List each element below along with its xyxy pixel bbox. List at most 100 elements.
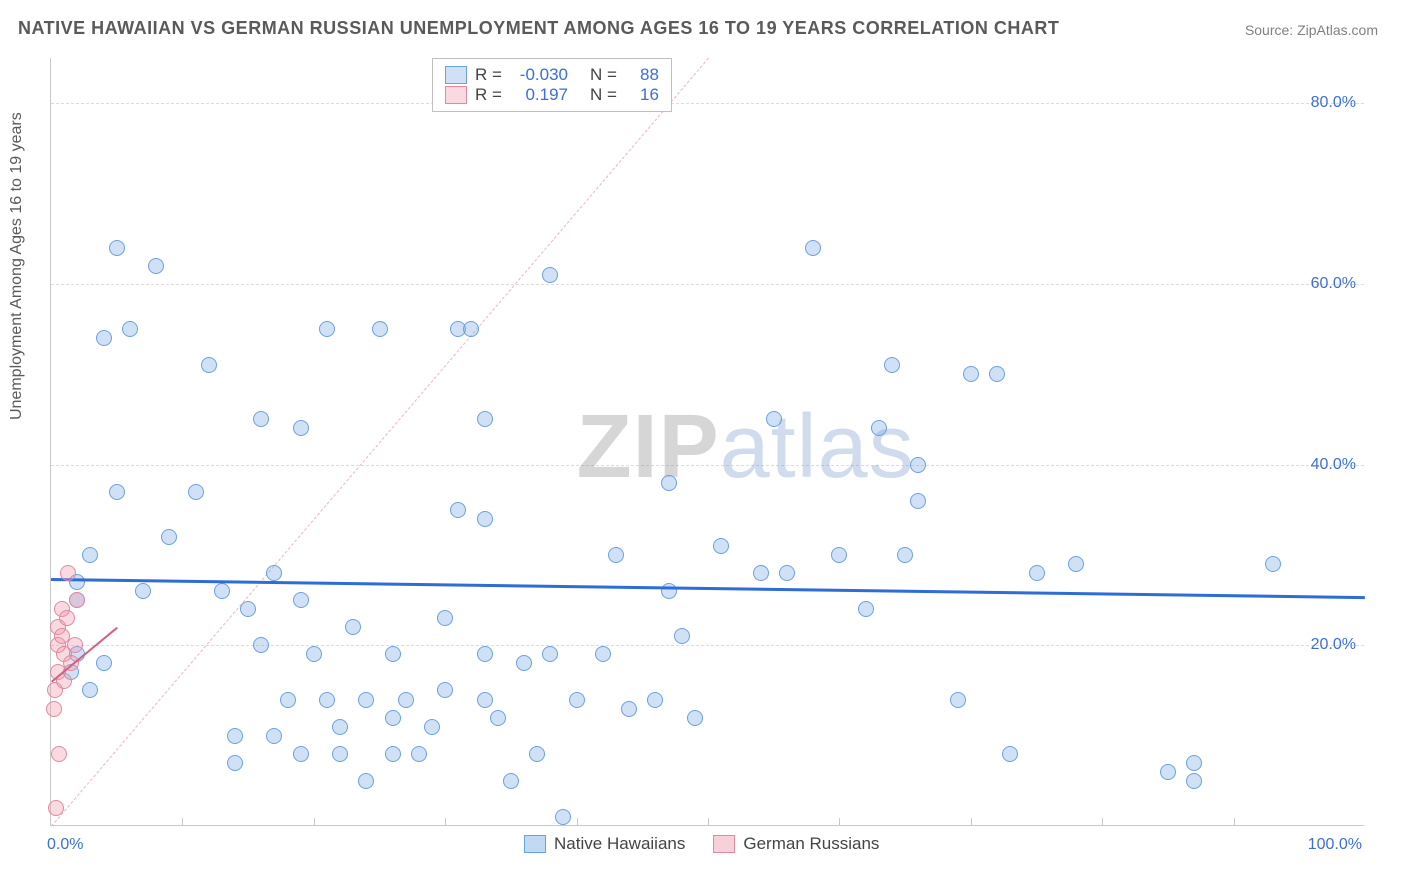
correlation-legend: R =-0.030N =88R =0.197N =16 <box>432 58 672 112</box>
scatter-point <box>135 583 151 599</box>
scatter-point <box>319 692 335 708</box>
legend-label: Native Hawaiians <box>554 834 685 854</box>
x-tick-label: 0.0% <box>47 836 83 854</box>
scatter-point <box>48 800 64 816</box>
legend-swatch <box>524 835 546 853</box>
scatter-point <box>253 411 269 427</box>
scatter-point <box>516 655 532 671</box>
scatter-point <box>60 565 76 581</box>
legend-item: Native Hawaiians <box>524 834 685 854</box>
legend-r-label: R = <box>475 65 502 85</box>
gridline <box>51 103 1364 104</box>
scatter-point <box>332 746 348 762</box>
chart-title: NATIVE HAWAIIAN VS GERMAN RUSSIAN UNEMPL… <box>18 18 1059 39</box>
scatter-point <box>46 701 62 717</box>
legend-item: German Russians <box>713 834 879 854</box>
scatter-point <box>280 692 296 708</box>
scatter-point <box>963 366 979 382</box>
scatter-point <box>503 773 519 789</box>
scatter-point <box>450 502 466 518</box>
scatter-point <box>661 475 677 491</box>
scatter-point <box>385 710 401 726</box>
scatter-point <box>687 710 703 726</box>
scatter-point <box>542 646 558 662</box>
scatter-point <box>713 538 729 554</box>
scatter-point <box>831 547 847 563</box>
scatter-point <box>293 592 309 608</box>
scatter-point <box>345 619 361 635</box>
scatter-point <box>989 366 1005 382</box>
legend-row: R = 0.197 N = 16 <box>445 85 659 105</box>
y-tick-label: 20.0% <box>1311 636 1356 654</box>
legend-n-value: 16 <box>625 85 659 105</box>
scatter-point <box>96 330 112 346</box>
scatter-point <box>477 511 493 527</box>
scatter-point <box>319 321 335 337</box>
scatter-point <box>437 682 453 698</box>
scatter-point <box>805 240 821 256</box>
y-axis-label: Unemployment Among Ages 16 to 19 years <box>8 112 26 420</box>
scatter-point <box>358 773 374 789</box>
scatter-point <box>227 755 243 771</box>
scatter-point <box>424 719 440 735</box>
scatter-point <box>293 420 309 436</box>
legend-row: R =-0.030N =88 <box>445 65 659 85</box>
scatter-point <box>1068 556 1084 572</box>
scatter-point <box>437 610 453 626</box>
scatter-point <box>227 728 243 744</box>
x-tick-mark <box>1234 818 1235 826</box>
scatter-point <box>266 728 282 744</box>
scatter-point <box>753 565 769 581</box>
scatter-point <box>766 411 782 427</box>
legend-r-value: 0.197 <box>510 85 568 105</box>
scatter-point <box>240 601 256 617</box>
scatter-point <box>595 646 611 662</box>
x-tick-mark <box>577 818 578 826</box>
scatter-point <box>1160 764 1176 780</box>
legend-r-value: -0.030 <box>510 65 568 85</box>
scatter-point <box>1029 565 1045 581</box>
scatter-point <box>266 565 282 581</box>
scatter-point <box>214 583 230 599</box>
scatter-point <box>188 484 204 500</box>
scatter-point <box>1186 773 1202 789</box>
scatter-point <box>555 809 571 825</box>
series-legend: Native Hawaiians German Russians <box>524 834 879 854</box>
y-tick-label: 40.0% <box>1311 456 1356 474</box>
scatter-point <box>608 547 624 563</box>
scatter-point <box>372 321 388 337</box>
scatter-point <box>569 692 585 708</box>
scatter-point <box>884 357 900 373</box>
scatter-point <box>253 637 269 653</box>
scatter-point <box>385 646 401 662</box>
legend-swatch <box>445 86 467 104</box>
scatter-point <box>1265 556 1281 572</box>
scatter-point <box>1002 746 1018 762</box>
legend-n-label: N = <box>590 85 617 105</box>
scatter-point <box>477 411 493 427</box>
scatter-point <box>69 592 85 608</box>
scatter-point <box>871 420 887 436</box>
scatter-point <box>161 529 177 545</box>
x-tick-mark <box>445 818 446 826</box>
scatter-point <box>647 692 663 708</box>
scatter-point <box>109 484 125 500</box>
x-tick-mark <box>314 818 315 826</box>
scatter-point <box>950 692 966 708</box>
scatter-point <box>82 682 98 698</box>
scatter-point <box>59 610 75 626</box>
y-tick-label: 60.0% <box>1311 275 1356 293</box>
legend-swatch <box>445 66 467 84</box>
x-tick-mark <box>708 818 709 826</box>
source-attribution: Source: ZipAtlas.com <box>1245 22 1378 38</box>
scatter-point <box>477 692 493 708</box>
scatter-point <box>463 321 479 337</box>
gridline <box>51 645 1364 646</box>
scatter-point <box>621 701 637 717</box>
legend-r-label: R = <box>475 85 502 105</box>
scatter-point <box>398 692 414 708</box>
x-tick-mark <box>182 818 183 826</box>
scatter-point <box>201 357 217 373</box>
legend-n-label: N = <box>590 65 617 85</box>
legend-label: German Russians <box>743 834 879 854</box>
